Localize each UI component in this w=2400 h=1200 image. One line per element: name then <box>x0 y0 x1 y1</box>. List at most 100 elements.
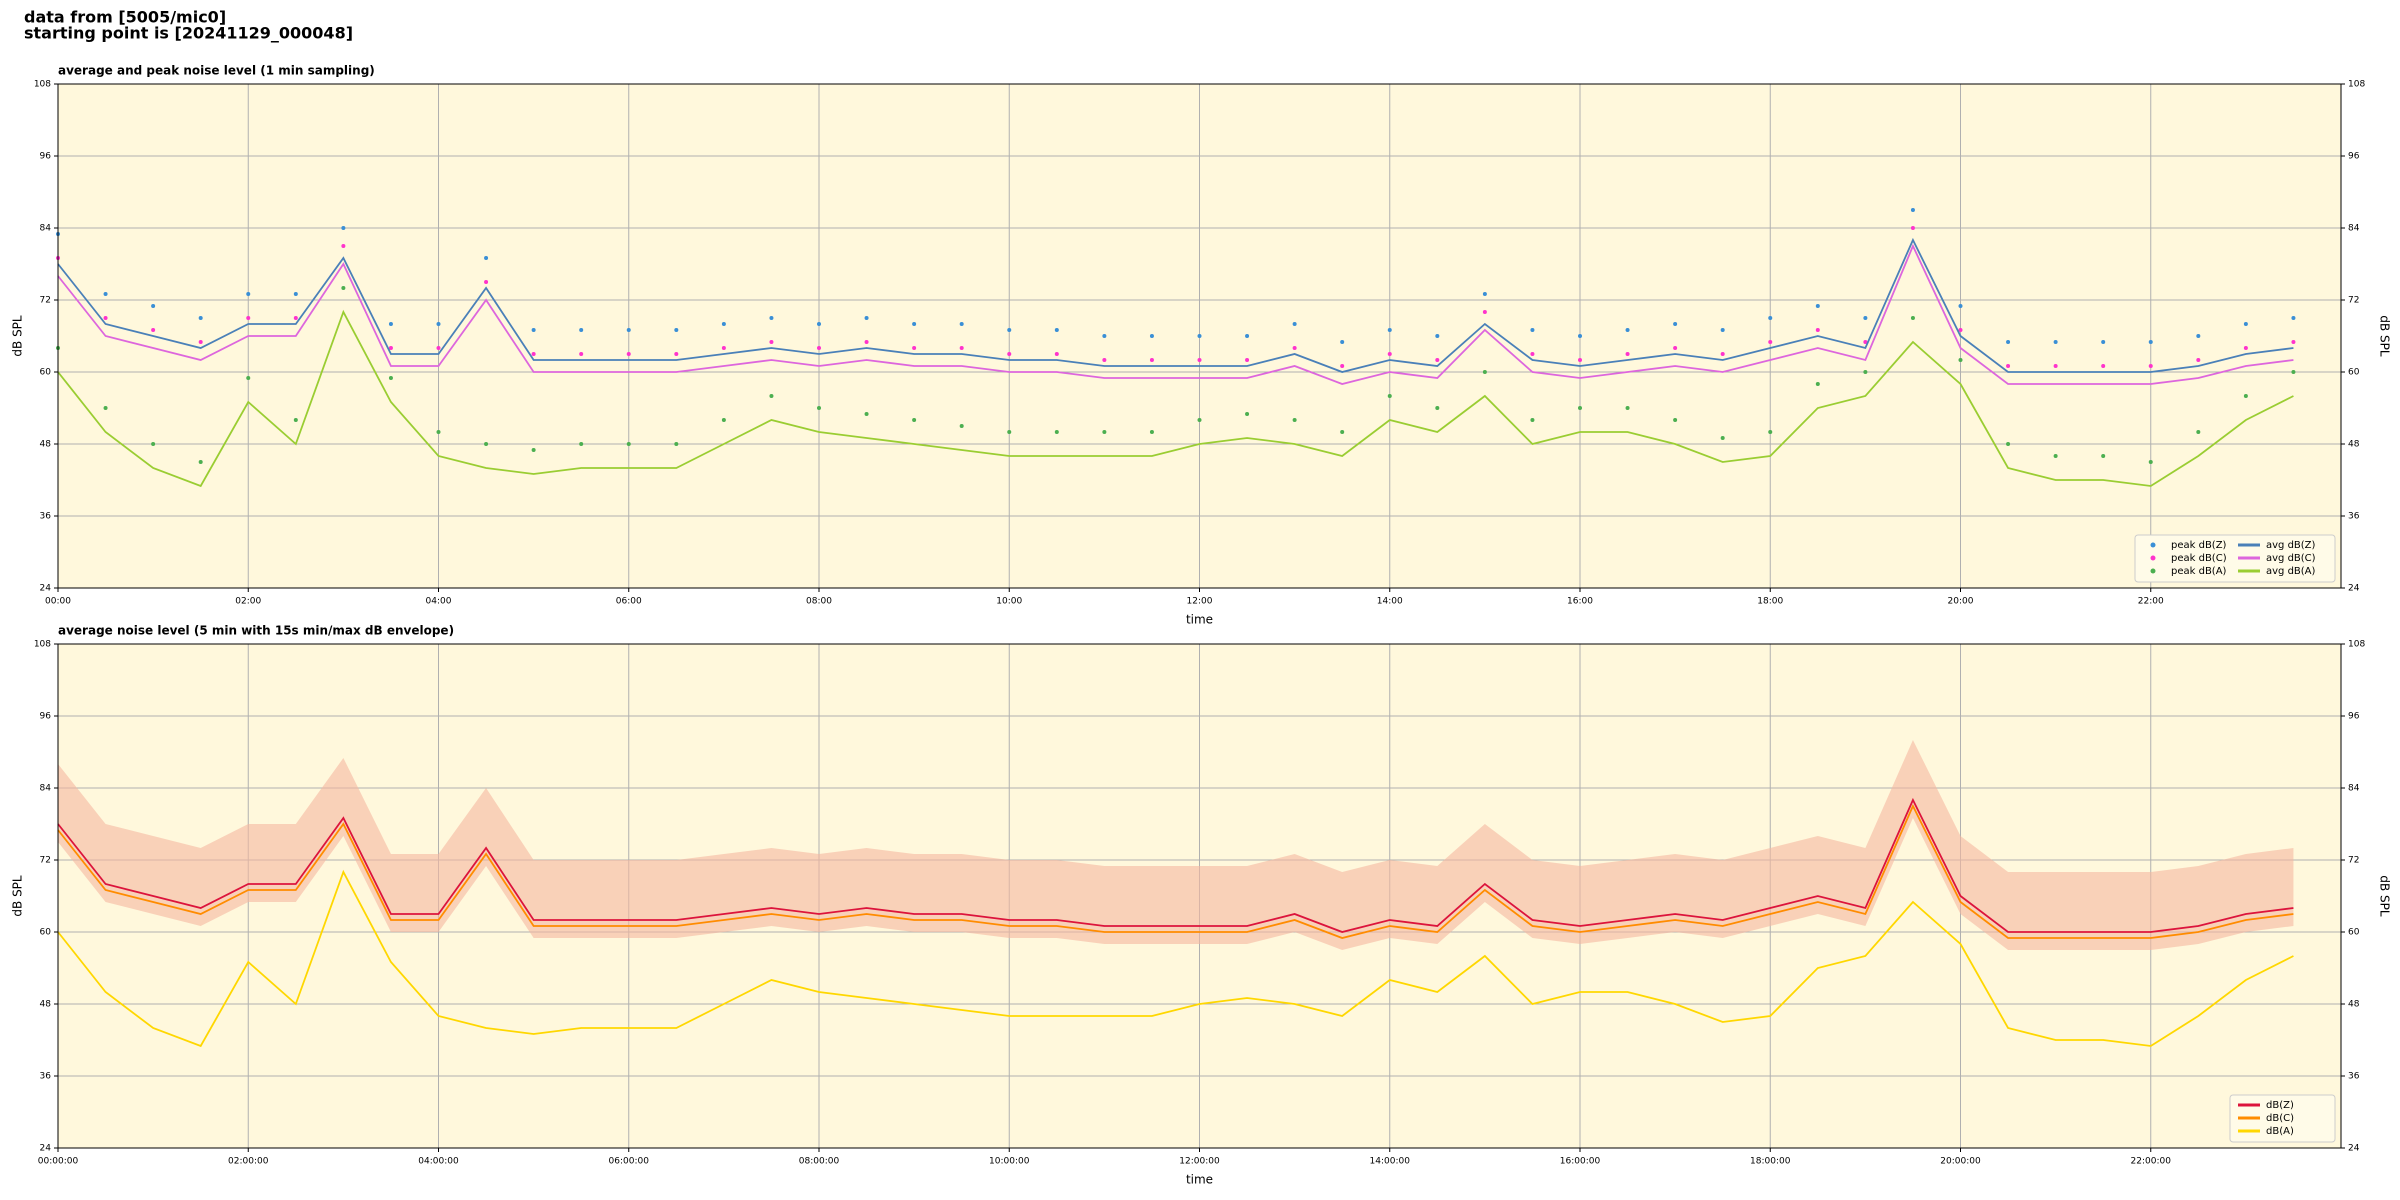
series-line <box>57 803 2294 939</box>
peak-point <box>721 418 726 422</box>
x-tick-label: 18:00 <box>1757 597 1783 607</box>
peak-point <box>1054 352 1059 356</box>
header-line: starting point is [20241129_000048] <box>24 24 353 43</box>
peak-point <box>531 328 536 332</box>
peak-point <box>2006 364 2011 368</box>
y-tick-label: 36 <box>40 512 52 522</box>
peak-point <box>1197 358 1202 362</box>
peak-point <box>1815 382 1820 386</box>
x-tick-label: 16:00:00 <box>1560 1157 1601 1167</box>
peak-point <box>436 346 441 350</box>
peak-point <box>1387 328 1392 332</box>
peak-point <box>579 328 584 332</box>
peak-point <box>2053 364 2058 368</box>
y-axis-label: dB SPL <box>11 875 25 917</box>
peak-point <box>2291 340 2296 344</box>
peak-point <box>1102 358 1107 362</box>
legend-label: dB(C) <box>2266 1113 2294 1124</box>
peak-point <box>1482 310 1487 314</box>
x-tick-label: 14:00:00 <box>1370 1157 1411 1167</box>
x-tick-label: 14:00 <box>1377 597 1403 607</box>
y-tick-label: 72 <box>2348 296 2359 306</box>
peak-point <box>2291 370 2296 374</box>
peak-point <box>1245 358 1250 362</box>
peak-point <box>1482 292 1487 296</box>
y-tick-label: 72 <box>40 856 51 866</box>
peak-point <box>2053 454 2058 458</box>
peak-point <box>912 322 917 326</box>
x-tick-label: 08:00 <box>806 597 832 607</box>
peak-point <box>1292 418 1297 422</box>
peak-point <box>2243 346 2248 350</box>
plot-frame <box>57 643 2342 1149</box>
peak-point <box>1054 328 1059 332</box>
peak-point <box>484 442 489 446</box>
legend-label: avg dB(Z) <box>2266 540 2316 551</box>
y-tick-label: 36 <box>40 1072 52 1082</box>
peak-point <box>626 352 631 356</box>
peak-point <box>1007 328 1012 332</box>
peak-point <box>1578 406 1582 410</box>
peak-point <box>151 328 156 332</box>
peak-point <box>959 322 964 326</box>
legend-label: avg dB(A) <box>2266 566 2316 577</box>
series-line <box>57 237 2294 373</box>
y-tick-label: 60 <box>2348 928 2360 938</box>
peak-point <box>1149 358 1154 362</box>
peak-point <box>1625 328 1630 332</box>
peak-point <box>1815 328 1820 332</box>
peak-point <box>531 352 536 356</box>
peak-point <box>531 448 536 452</box>
peak-point <box>2053 340 2058 344</box>
peak-point <box>103 316 108 320</box>
peak-point <box>1863 340 1868 344</box>
legend-marker <box>2150 568 2156 574</box>
y-tick-label: 108 <box>2348 80 2365 90</box>
series-line <box>57 243 2294 385</box>
peak-point <box>1768 430 1773 434</box>
peak-point <box>151 304 156 308</box>
peak-point <box>1673 322 1678 326</box>
peak-point <box>864 412 869 416</box>
y-tick-label: 96 <box>2348 152 2360 162</box>
peak-point <box>959 424 964 428</box>
x-tick-label: 20:00 <box>1948 597 1974 607</box>
peak-point <box>1578 358 1582 362</box>
peak-point <box>1673 418 1678 422</box>
y-tick-label: 60 <box>2348 368 2360 378</box>
peak-point <box>1435 406 1440 410</box>
peak-point <box>341 226 346 230</box>
legend-marker <box>2150 555 2156 561</box>
legend-label: dB(Z) <box>2266 1100 2294 1111</box>
peak-point <box>246 292 251 296</box>
x-tick-label: 02:00 <box>235 597 261 607</box>
peak-point <box>2148 340 2153 344</box>
x-tick-label: 10:00 <box>996 597 1022 607</box>
peak-point <box>1720 352 1725 356</box>
peak-point <box>1720 436 1725 440</box>
peak-point <box>1578 334 1582 338</box>
peak-point <box>1910 226 1915 230</box>
x-tick-label: 16:00 <box>1567 597 1593 607</box>
peak-point <box>2101 340 2106 344</box>
x-axis-label: time <box>1186 1173 1213 1187</box>
peak-point <box>341 286 346 290</box>
peak-point <box>1958 358 1963 362</box>
x-tick-label: 00:00:00 <box>38 1157 79 1167</box>
peak-point <box>198 316 203 320</box>
peak-point <box>2101 454 2106 458</box>
peak-point <box>1673 346 1678 350</box>
x-tick-label: 02:00:00 <box>228 1157 269 1167</box>
peak-point <box>2291 316 2296 320</box>
peak-point <box>579 352 584 356</box>
peak-point <box>1102 430 1107 434</box>
x-tick-label: 04:00:00 <box>418 1157 459 1167</box>
peak-point <box>151 442 156 446</box>
peak-point <box>864 340 869 344</box>
peak-point <box>2006 340 2011 344</box>
peak-point <box>674 352 679 356</box>
peak-point <box>484 280 489 284</box>
x-tick-label: 22:00 <box>2138 597 2164 607</box>
peak-point <box>1245 334 1250 338</box>
legend-label: dB(A) <box>2266 1126 2294 1137</box>
